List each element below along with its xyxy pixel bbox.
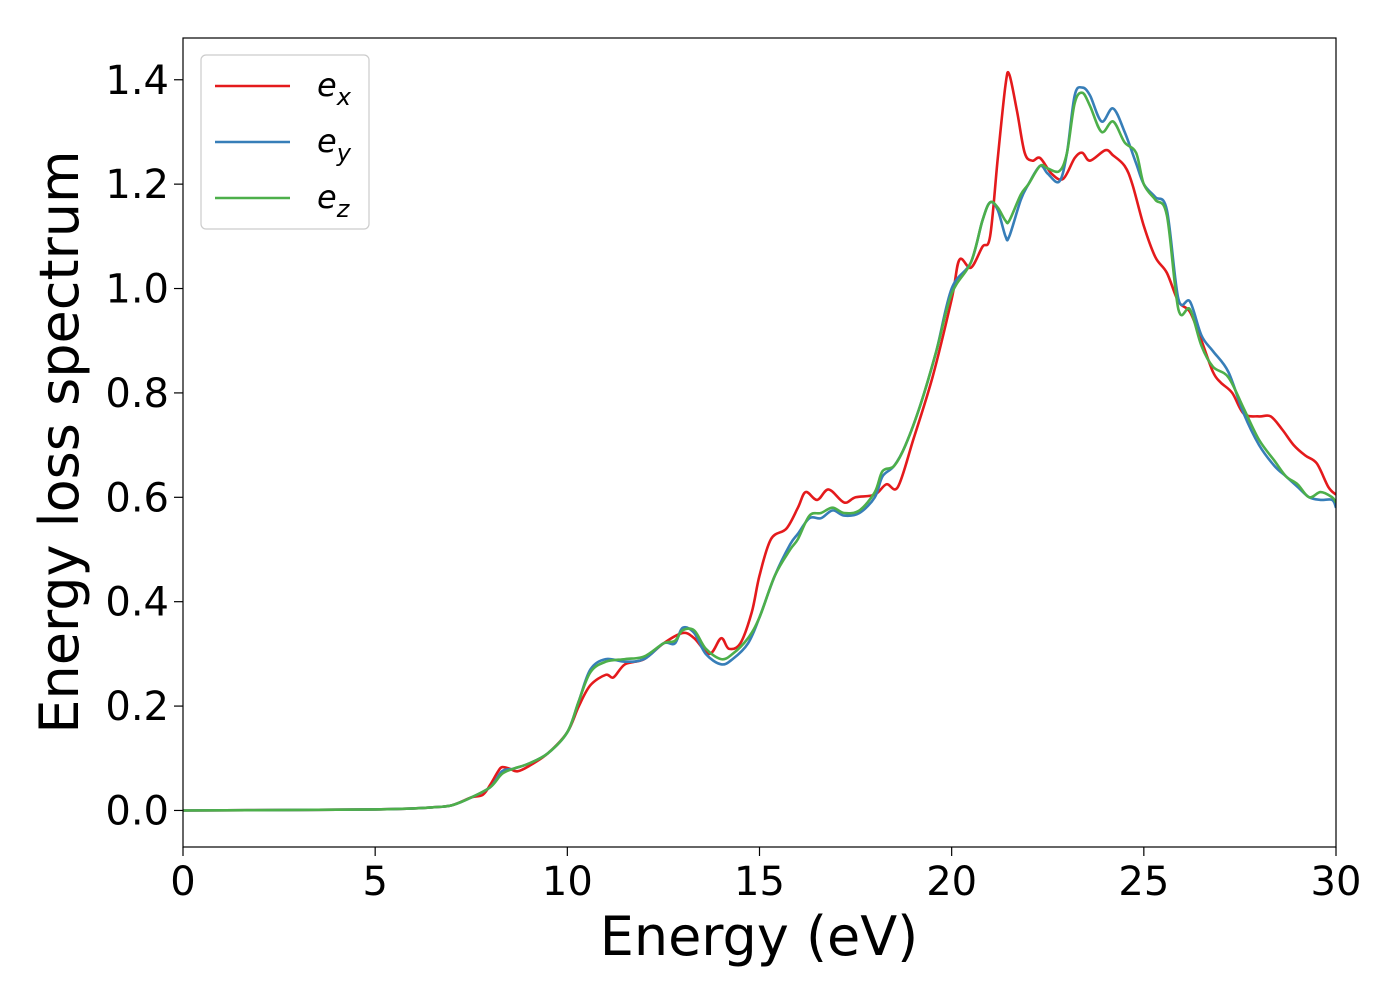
x-tick-label: 30: [1311, 859, 1362, 905]
y-tick-label: 0.8: [105, 371, 169, 417]
x-tick-label: 20: [926, 859, 977, 905]
x-tick-label: 15: [734, 859, 785, 905]
y-tick-label: 1.2: [105, 162, 169, 208]
y-axis-ticks: 0.0 0.2 0.4 0.6 0.8 1.0 1.2 1.4: [105, 58, 183, 834]
y-tick-label: 0.0: [105, 788, 169, 834]
y-tick-label: 0.2: [105, 684, 169, 730]
x-tick-label: 10: [542, 859, 593, 905]
series-lines: [183, 70, 1336, 812]
x-axis-label: Energy (eV): [600, 905, 919, 968]
y-tick-label: 1.4: [105, 58, 169, 104]
y-tick-label: 0.4: [105, 580, 169, 626]
y-axis-label: Energy loss spectrum: [28, 150, 91, 733]
y-tick-label: 1.0: [105, 267, 169, 313]
x-axis-ticks: 0 5 10 15 20 25 30: [170, 847, 1361, 905]
series-line-ez: [183, 91, 1336, 812]
y-tick-label: 0.6: [105, 475, 169, 521]
x-tick-label: 25: [1118, 859, 1169, 905]
x-tick-label: 5: [362, 859, 387, 905]
x-tick-label: 0: [170, 859, 195, 905]
